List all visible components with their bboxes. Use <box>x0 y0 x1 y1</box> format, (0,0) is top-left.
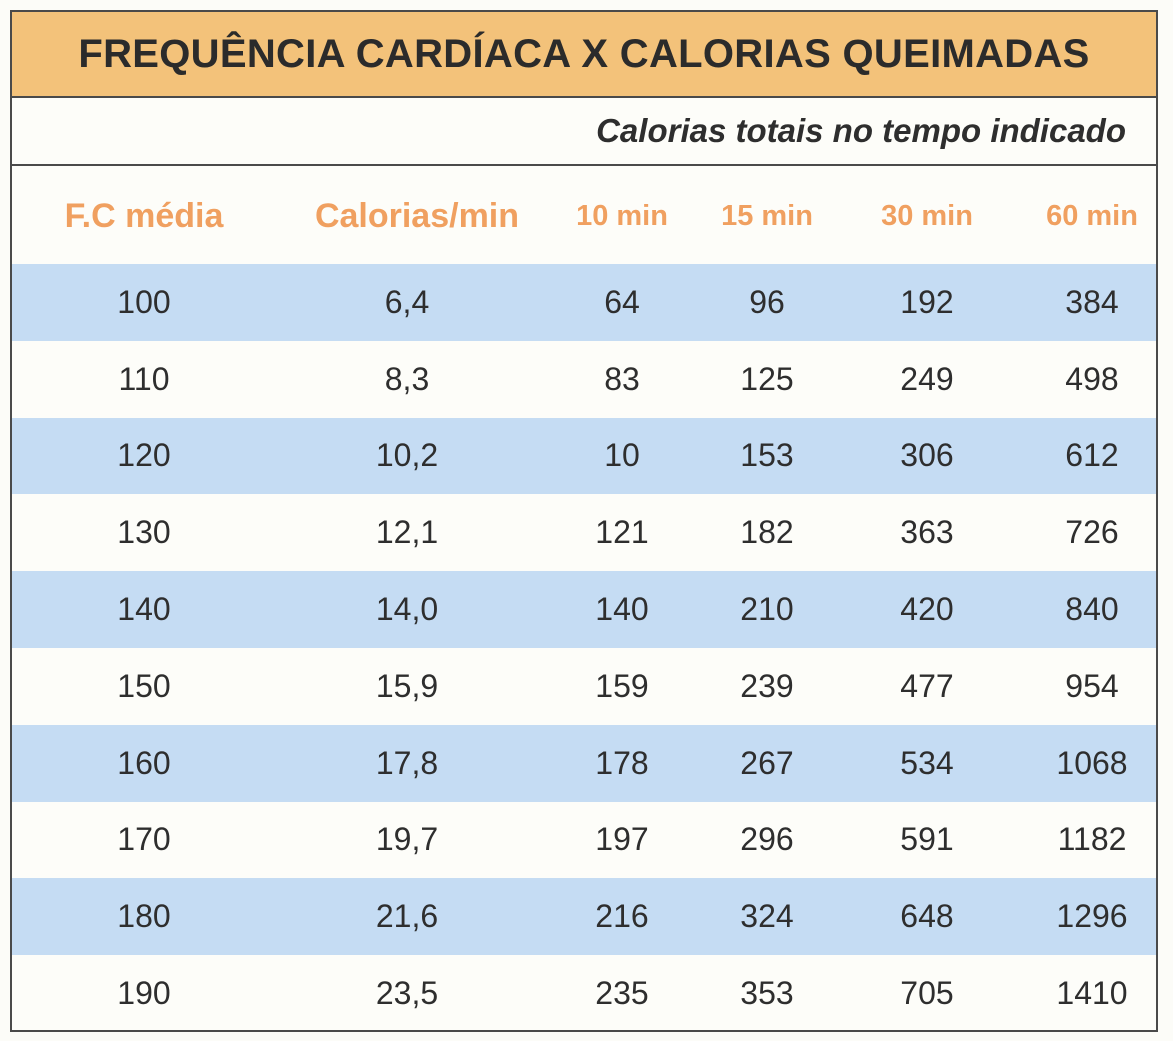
cell-fc-media: 170 <box>117 821 171 858</box>
header-fc-media: F.C média <box>64 196 224 235</box>
cell-10-min: 140 <box>595 591 649 628</box>
cell-10-min: 235 <box>595 975 649 1012</box>
cell-fc-media: 140 <box>117 591 171 628</box>
table-row: 180 21,6 216 324 648 1296 <box>12 878 1156 956</box>
cell-calorias-min: 14,0 <box>375 591 439 628</box>
cell-60-min: 1296 <box>1056 898 1128 935</box>
cell-fc-media: 100 <box>117 283 171 320</box>
cell-fc-media: 110 <box>118 360 170 397</box>
cell-fc-media: 160 <box>117 744 171 781</box>
table-row: 100 6,4 64 96 192 384 <box>12 264 1156 341</box>
table-row: 170 19,7 197 296 591 1182 <box>12 802 1156 879</box>
calorie-table: FREQUÊNCIA CARDÍACA X CALORIAS QUEIMADAS… <box>10 10 1158 1032</box>
table-body: 100 6,4 64 96 192 384 110 8,3 83 125 249 498 120 10,2… <box>12 264 1156 1032</box>
cell-15-min: 267 <box>740 744 794 781</box>
cell-30-min: 249 <box>900 360 954 397</box>
cell-15-min: 125 <box>740 360 794 397</box>
cell-30-min: 477 <box>900 667 954 704</box>
cell-15-min: 153 <box>740 437 794 474</box>
cell-60-min: 612 <box>1065 437 1119 474</box>
cell-30-min: 306 <box>900 437 954 474</box>
cell-30-min: 363 <box>900 514 954 551</box>
cell-60-min: 954 <box>1065 667 1119 704</box>
cell-calorias-min: 19,7 <box>375 821 439 858</box>
header-30-min: 30 min <box>881 199 973 232</box>
cell-30-min: 534 <box>900 744 954 781</box>
cell-15-min: 210 <box>740 591 794 628</box>
cell-10-min: 121 <box>595 514 649 551</box>
cell-10-min: 64 <box>604 283 640 320</box>
cell-30-min: 192 <box>900 283 954 320</box>
table-row: 160 17,8 178 267 534 1068 <box>12 724 1156 802</box>
cell-fc-media: 190 <box>117 975 171 1012</box>
header-10-min: 10 min <box>576 199 668 232</box>
cell-calorias-min: 15,9 <box>375 667 439 704</box>
table-row: 130 12,1 121 182 363 726 <box>12 494 1156 571</box>
cell-60-min: 498 <box>1065 360 1119 397</box>
cell-10-min: 216 <box>595 898 649 935</box>
table-row: 110 8,3 83 125 249 498 <box>12 341 1156 418</box>
table-row: 150 15,9 159 239 477 954 <box>12 648 1156 725</box>
subtitle-bar: Calorias totais no tempo indicado <box>12 98 1156 166</box>
cell-calorias-min: 17,8 <box>375 744 439 781</box>
cell-15-min: 296 <box>740 821 794 858</box>
cell-15-min: 96 <box>749 283 785 320</box>
cell-calorias-min: 23,5 <box>375 975 439 1012</box>
cell-10-min: 159 <box>595 667 649 704</box>
column-header-row: F.C média Calorias/min 10 min 15 min 30 … <box>12 168 1156 264</box>
cell-calorias-min: 8,3 <box>384 360 430 397</box>
table-row: 140 14,0 140 210 420 840 <box>12 571 1156 648</box>
table-row: 120 10,2 10 153 306 612 <box>12 417 1156 495</box>
header-60-min: 60 min <box>1046 199 1138 232</box>
cell-calorias-min: 12,1 <box>375 514 439 551</box>
cell-60-min: 1182 <box>1057 821 1127 858</box>
cell-fc-media: 150 <box>117 667 171 704</box>
cell-60-min: 1410 <box>1056 975 1128 1012</box>
cell-60-min: 384 <box>1065 283 1119 320</box>
header-15-min: 15 min <box>721 199 813 232</box>
cell-30-min: 648 <box>900 898 954 935</box>
cell-15-min: 239 <box>740 667 794 704</box>
cell-15-min: 182 <box>740 514 794 551</box>
cell-15-min: 353 <box>740 975 794 1012</box>
table-subtitle: Calorias totais no tempo indicado <box>596 112 1126 149</box>
cell-15-min: 324 <box>740 898 794 935</box>
cell-10-min: 10 <box>604 437 640 474</box>
table-title: FREQUÊNCIA CARDÍACA X CALORIAS QUEIMADAS <box>78 31 1090 76</box>
cell-60-min: 726 <box>1065 514 1119 551</box>
cell-60-min: 1068 <box>1056 744 1128 781</box>
cell-10-min: 197 <box>595 821 649 858</box>
table-row: 190 23,5 235 353 705 1410 <box>12 955 1156 1032</box>
cell-fc-media: 130 <box>117 514 171 551</box>
cell-10-min: 178 <box>595 744 649 781</box>
cell-fc-media: 120 <box>117 437 171 474</box>
cell-30-min: 420 <box>900 591 954 628</box>
cell-calorias-min: 10,2 <box>375 437 439 474</box>
header-calorias-min: Calorias/min <box>314 196 520 235</box>
cell-calorias-min: 6,4 <box>384 283 430 320</box>
cell-calorias-min: 21,6 <box>375 898 439 935</box>
cell-fc-media: 180 <box>117 898 171 935</box>
title-bar: FREQUÊNCIA CARDÍACA X CALORIAS QUEIMADAS <box>12 12 1156 98</box>
cell-30-min: 591 <box>900 821 954 858</box>
cell-10-min: 83 <box>604 360 640 397</box>
cell-30-min: 705 <box>900 975 954 1012</box>
cell-60-min: 840 <box>1065 591 1119 628</box>
